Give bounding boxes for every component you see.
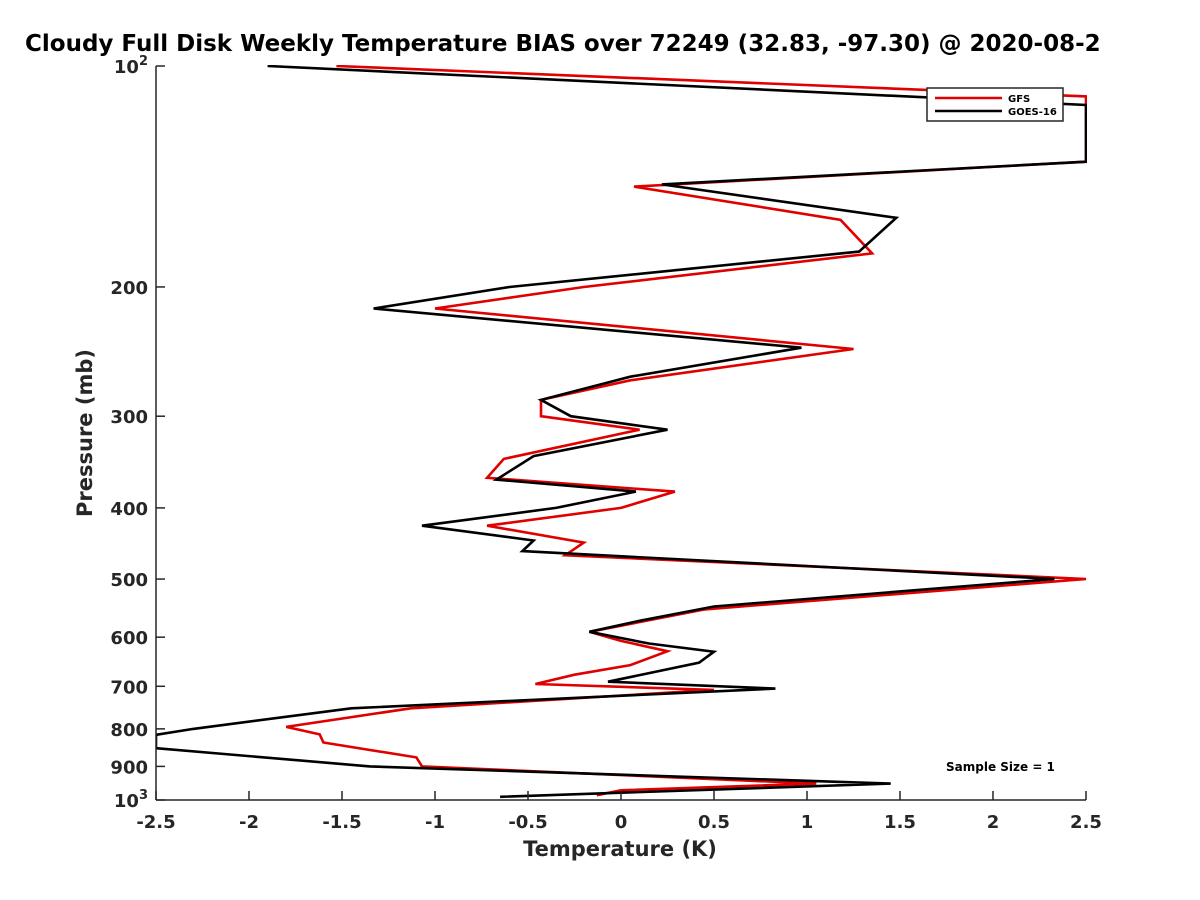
legend-label: GFS [1008,94,1030,105]
sample-size-annotation: Sample Size = 1 [946,760,1055,774]
x-axis-label: Temperature (K) [523,837,717,861]
x-tick-label: 0.5 [698,812,730,833]
legend-box [926,87,1064,122]
x-tick-label: 2.5 [1070,812,1102,833]
chart-title: Cloudy Full Disk Weekly Temperature BIAS… [25,31,1101,57]
y-tick-label: 200 [110,278,148,299]
y-tick-label: 103 [114,788,148,812]
series-line-goes-16 [156,65,1087,799]
y-tick-label: 102 [114,54,148,78]
y-tick-label: 700 [110,677,148,698]
y-axis-label: Pressure (mb) [73,349,97,517]
x-tick-label: -2.5 [136,812,175,833]
series-line-gfs [285,65,1087,797]
y-tick-label: 900 [110,757,148,778]
x-tick-label: -1.5 [322,812,361,833]
x-tick-label: -0.5 [508,812,547,833]
y-axis-ticks: 102 200 300 400 500 600 700 800 900 103 [110,54,165,812]
y-tick-label: 800 [110,720,148,741]
y-tick-label: 500 [110,570,148,591]
y-tick-label: 400 [110,499,148,520]
legend-label: GOES-16 [1008,107,1057,118]
x-tick-label: 1.5 [884,812,916,833]
y-tick-label: 600 [110,628,148,649]
x-tick-label: 1 [801,812,814,833]
x-tick-label: 0 [615,812,628,833]
y-tick-label: 300 [110,407,148,428]
legend: GFS GOES-16 [926,87,1064,122]
x-tick-label: -2 [239,812,259,833]
x-axis-ticks: -2.5 -2 -1.5 -1 -0.5 0 0.5 1 1.5 2 2.5 [136,791,1102,833]
legend-items: GFS GOES-16 [935,94,1057,118]
series-layer [156,65,1087,799]
x-tick-label: -1 [425,812,445,833]
x-tick-label: 2 [987,812,1000,833]
